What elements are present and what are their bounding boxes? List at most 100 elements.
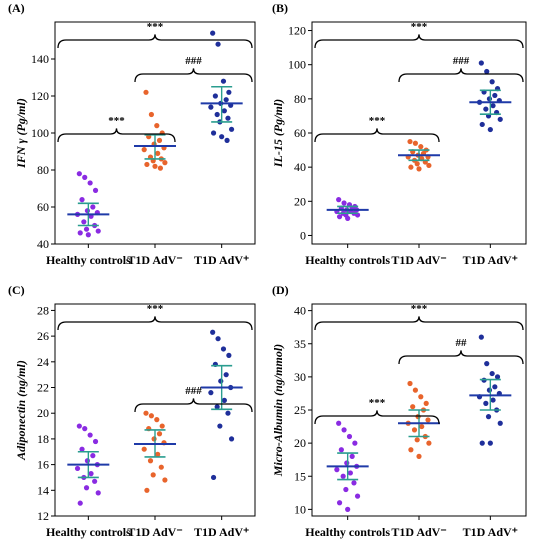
data-point — [347, 470, 353, 476]
data-point — [77, 500, 83, 506]
y-tick-label: 40 — [37, 237, 49, 251]
chart-panel-C: (C) 12 14 16 18 20 22 24 26 28 Adiponectin (ng/ml)… — [8, 283, 256, 539]
data-point — [76, 423, 82, 429]
data-point — [162, 160, 168, 166]
data-point — [340, 473, 346, 479]
data-point — [215, 41, 221, 47]
data-point — [349, 453, 355, 459]
panel-tag: (C) — [8, 283, 25, 297]
data-point — [90, 204, 96, 210]
y-tick-label: 100 — [288, 58, 306, 72]
significance-label: *** — [147, 303, 164, 315]
data-point — [79, 446, 85, 452]
data-point — [87, 432, 93, 438]
data-point — [341, 427, 347, 433]
data-point — [210, 130, 217, 136]
significance-brace — [57, 34, 253, 49]
significance-label: ### — [185, 385, 202, 397]
data-point — [346, 433, 353, 440]
data-point — [408, 164, 414, 170]
y-tick-label: 120 — [288, 24, 306, 38]
data-point — [156, 137, 163, 143]
significance-label: ## — [456, 337, 468, 349]
y-tick-label: 20 — [294, 194, 306, 208]
data-point — [156, 431, 163, 437]
data-point — [141, 147, 147, 153]
data-point — [407, 138, 413, 145]
data-point — [489, 370, 495, 377]
data-point — [418, 394, 424, 400]
x-category-label: T1D AdV⁺ — [463, 525, 518, 539]
y-tick-label: 35 — [294, 337, 306, 351]
data-point — [217, 423, 223, 429]
data-point — [412, 140, 418, 146]
data-point — [425, 417, 431, 423]
x-category-label: T1D AdV⁻ — [391, 253, 446, 267]
data-point — [483, 106, 489, 112]
data-point — [220, 346, 227, 352]
data-point — [79, 197, 85, 203]
x-category-label: Healthy controls — [46, 525, 131, 539]
data-point — [151, 436, 157, 442]
y-tick-label: 20 — [37, 406, 49, 420]
data-point — [484, 361, 490, 367]
data-point — [484, 68, 490, 75]
data-point — [334, 467, 340, 473]
x-category-label: T1D AdV⁻ — [127, 525, 182, 539]
data-point — [76, 171, 82, 177]
chart-panel-D: (D) 10 15 20 25 30 35 40 Micro-Albumin (ng/mmol)… — [271, 283, 527, 539]
significance-label: *** — [411, 21, 428, 33]
y-axis-label: Adiponectin (ng/ml) — [14, 360, 28, 461]
data-point — [412, 387, 418, 393]
data-point — [343, 486, 349, 493]
data-point — [144, 487, 150, 493]
data-point — [479, 440, 485, 446]
x-category-label: T1D AdV⁺ — [194, 253, 249, 267]
data-point — [84, 458, 91, 464]
y-tick-label: 15 — [294, 469, 306, 483]
chart-panel-B: (B) 0 20 40 60 80 100 120 IL-15 (Pg/ml) Healthy c… — [271, 1, 527, 267]
data-point — [214, 404, 220, 410]
data-point — [219, 134, 225, 140]
data-point — [152, 163, 158, 169]
y-tick-label: 14 — [37, 483, 49, 497]
data-point — [416, 166, 422, 172]
y-axis-label: IL-15 (Pg/ml) — [271, 99, 285, 168]
data-point — [492, 92, 498, 99]
data-point — [336, 500, 343, 506]
significance-label: *** — [411, 303, 428, 315]
data-point — [224, 137, 230, 143]
data-point — [490, 103, 496, 109]
data-point — [210, 30, 216, 36]
data-point — [81, 219, 87, 225]
significance-label: *** — [369, 115, 386, 127]
significance-label: ### — [185, 55, 202, 67]
data-point — [486, 96, 493, 102]
panel-tag: (D) — [272, 283, 289, 297]
data-point — [487, 440, 493, 446]
data-point — [148, 111, 154, 118]
data-point — [408, 447, 414, 453]
data-point — [351, 480, 357, 486]
data-point — [77, 230, 83, 236]
y-tick-label: 80 — [294, 92, 306, 106]
y-tick-label: 100 — [31, 126, 49, 140]
data-point — [147, 458, 154, 464]
y-tick-label: 80 — [37, 163, 49, 177]
y-tick-label: 40 — [294, 160, 306, 174]
y-tick-label: 28 — [37, 303, 49, 317]
data-point — [95, 490, 101, 496]
data-point — [479, 121, 485, 128]
x-category-label: Healthy controls — [305, 525, 390, 539]
data-point — [212, 93, 218, 99]
data-point — [478, 60, 484, 66]
significance-brace — [314, 316, 524, 331]
data-point — [416, 453, 422, 459]
data-point — [82, 426, 88, 432]
significance-brace — [134, 398, 253, 413]
data-point — [158, 464, 164, 470]
y-tick-label: 120 — [31, 89, 49, 103]
data-point — [223, 97, 229, 103]
data-point — [492, 384, 498, 390]
y-axis-label: IFN γ (Pg/ml) — [14, 98, 28, 169]
